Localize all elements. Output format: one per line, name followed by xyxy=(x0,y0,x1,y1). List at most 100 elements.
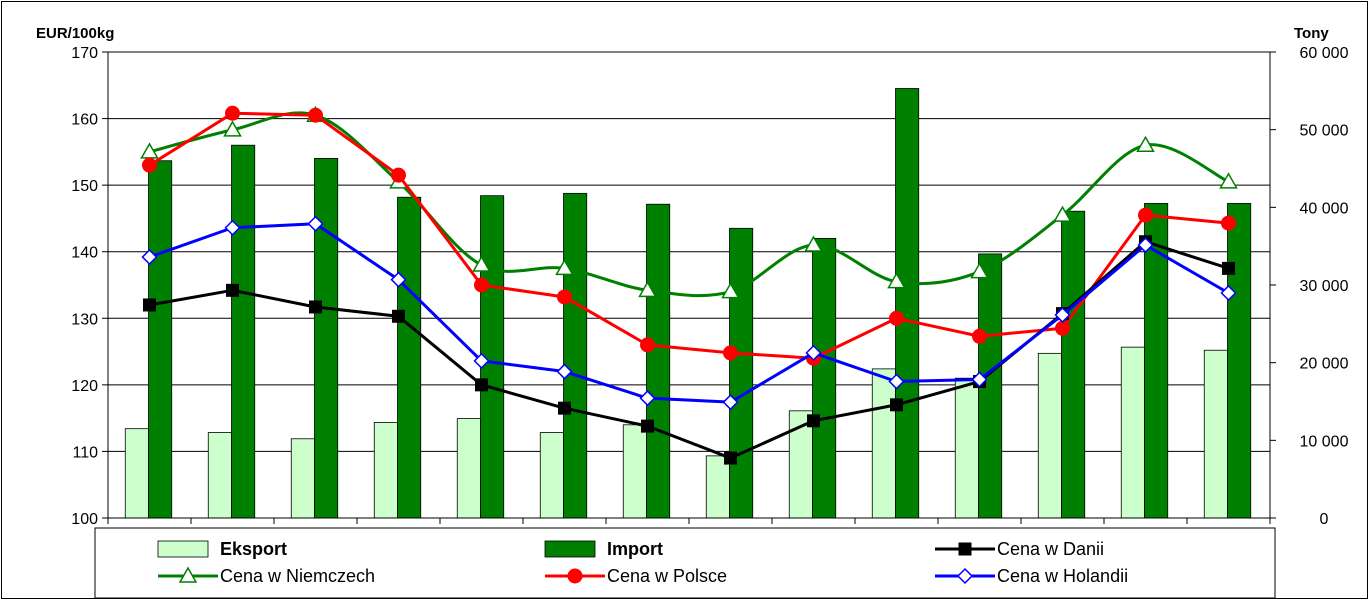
left-tick-label: 100 xyxy=(71,511,98,528)
point-cena-w-polsce xyxy=(640,337,655,353)
point-cena-w-danii xyxy=(392,309,405,323)
legend-marker-cena-w-niemczech xyxy=(178,566,198,583)
bar-import xyxy=(729,227,754,519)
legend-swatch-eksport xyxy=(157,540,209,558)
point-cena-w-danii xyxy=(143,298,156,312)
point-cena-w-holandii xyxy=(639,390,656,407)
point-cena-w-danii xyxy=(890,398,903,412)
point-cena-w-niemczech xyxy=(223,120,242,137)
legend-marker-cena-w-danii xyxy=(958,542,972,556)
point-cena-w-danii xyxy=(475,378,488,392)
point-cena-w-polsce xyxy=(142,157,157,173)
point-cena-w-polsce xyxy=(557,289,572,305)
bar-import xyxy=(314,158,339,519)
bar-eksport xyxy=(1203,349,1228,519)
point-cena-w-niemczech xyxy=(1136,135,1155,152)
left-axis-title: EUR/100kg xyxy=(36,25,114,42)
bar-eksport xyxy=(290,438,315,519)
point-cena-w-niemczech xyxy=(887,272,906,289)
bar-import xyxy=(1227,203,1252,519)
legend-label-cena-w-niemczech: Cena w Niemczech xyxy=(220,566,375,586)
point-cena-w-polsce xyxy=(723,345,738,361)
left-tick-label: 170 xyxy=(71,45,98,62)
point-cena-w-holandii xyxy=(971,371,988,388)
point-cena-w-danii xyxy=(309,300,322,314)
bar-import xyxy=(1061,210,1086,519)
bar-eksport xyxy=(705,455,730,519)
legend: Eksport Import Cena w Danii Cena w Niemczec… xyxy=(94,527,1276,599)
point-cena-w-danii xyxy=(558,401,571,415)
left-tick-label: 150 xyxy=(71,178,98,195)
point-cena-w-danii xyxy=(226,283,239,297)
point-cena-w-holandii xyxy=(473,352,490,369)
point-cena-w-polsce xyxy=(1221,215,1236,231)
point-cena-w-niemczech xyxy=(638,280,657,298)
point-cena-w-polsce xyxy=(474,277,489,293)
left-tick-label: 110 xyxy=(72,444,98,461)
bar-eksport xyxy=(124,428,149,519)
series-line-cena-w-holandii xyxy=(149,222,1230,404)
point-cena-w-danii xyxy=(807,414,820,428)
point-cena-w-niemczech xyxy=(721,282,740,299)
legend-marker-cena-w-polsce xyxy=(567,568,583,584)
point-cena-w-holandii xyxy=(307,215,324,232)
bar-eksport xyxy=(1120,346,1145,519)
right-tick-label: 30 000 xyxy=(1300,278,1349,295)
point-cena-w-niemczech xyxy=(970,262,989,279)
bar-import xyxy=(563,192,588,519)
point-cena-w-polsce xyxy=(225,105,240,121)
right-tick-label: 40 000 xyxy=(1300,200,1349,217)
point-cena-w-polsce xyxy=(391,167,406,183)
point-cena-w-polsce xyxy=(308,107,323,123)
point-cena-w-polsce xyxy=(889,310,904,326)
legend-label-cena-w-holandii: Cena w Holandii xyxy=(997,566,1128,586)
lines-layer xyxy=(140,105,1238,465)
left-tick-label: 120 xyxy=(71,378,98,395)
right-tick-label: 60 000 xyxy=(1300,45,1349,62)
point-cena-w-danii xyxy=(724,451,737,465)
legend-marker-cena-w-holandii xyxy=(956,567,974,585)
legend-swatch-import xyxy=(544,540,596,558)
point-cena-w-holandii xyxy=(141,248,158,266)
point-cena-w-polsce xyxy=(1055,320,1070,336)
point-cena-w-holandii xyxy=(556,363,573,380)
point-cena-w-danii xyxy=(1222,261,1235,275)
bar-eksport xyxy=(456,418,481,519)
point-cena-w-niemczech xyxy=(804,235,823,252)
bars-layer xyxy=(124,88,1252,519)
bar-import xyxy=(646,203,671,519)
point-cena-w-holandii xyxy=(1054,306,1071,324)
point-cena-w-polsce xyxy=(1138,207,1153,223)
point-cena-w-holandii xyxy=(390,271,407,288)
point-cena-w-niemczech xyxy=(1219,172,1238,189)
legend-box xyxy=(94,527,1276,599)
point-cena-w-niemczech xyxy=(555,258,574,276)
bar-eksport xyxy=(871,368,896,519)
legend-label-cena-w-danii: Cena w Danii xyxy=(997,539,1104,559)
point-cena-w-holandii xyxy=(888,373,905,390)
point-cena-w-holandii xyxy=(1137,236,1154,254)
bar-eksport xyxy=(954,377,979,519)
bar-eksport xyxy=(207,432,232,519)
point-cena-w-holandii xyxy=(224,219,241,236)
point-cena-w-holandii xyxy=(805,344,822,361)
bar-import xyxy=(148,160,173,519)
series-line-cena-w-polsce xyxy=(148,111,1229,360)
right-tick-label: 50 000 xyxy=(1300,123,1349,140)
point-cena-w-danii xyxy=(641,419,654,433)
right-tick-label: 20 000 xyxy=(1300,356,1349,373)
point-cena-w-holandii xyxy=(1220,284,1237,302)
bar-import xyxy=(812,237,837,519)
left-tick-label: 160 xyxy=(71,112,98,129)
point-cena-w-niemczech xyxy=(1053,205,1072,222)
bar-import xyxy=(231,144,256,519)
point-cena-w-niemczech xyxy=(472,255,491,272)
left-tick-label: 130 xyxy=(71,311,98,328)
right-axis-title: Tony xyxy=(1294,25,1329,42)
point-cena-w-holandii xyxy=(722,394,739,411)
point-cena-w-polsce xyxy=(972,328,987,344)
bar-eksport xyxy=(622,424,647,519)
bar-import xyxy=(397,196,422,519)
bar-eksport xyxy=(539,432,564,519)
